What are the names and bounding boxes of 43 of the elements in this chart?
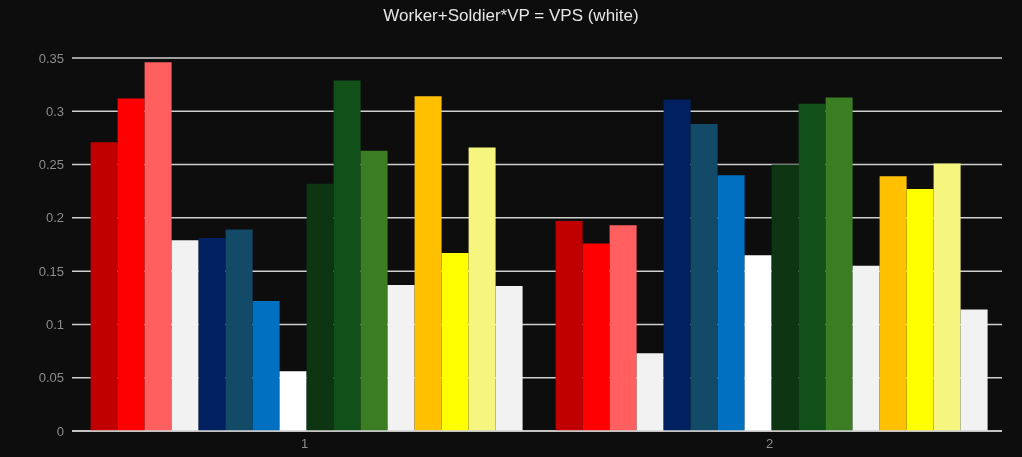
bar xyxy=(771,164,799,431)
bar xyxy=(495,286,523,431)
bar xyxy=(609,225,637,431)
bar xyxy=(279,371,307,431)
y-tick-label: 0 xyxy=(56,423,64,439)
bar xyxy=(717,175,745,431)
bar xyxy=(582,243,610,431)
y-tick-label: 0.25 xyxy=(38,157,64,173)
bar xyxy=(198,238,226,431)
bar xyxy=(663,99,691,431)
bar xyxy=(852,265,880,431)
x-tick-label: 1 xyxy=(300,436,309,452)
y-tick-label: 0.2 xyxy=(45,210,64,226)
bar xyxy=(414,96,442,431)
bar xyxy=(690,124,718,431)
bar xyxy=(825,97,853,431)
bar xyxy=(879,176,907,431)
y-tick-label: 0.35 xyxy=(38,50,64,66)
bar xyxy=(636,353,664,431)
y-tick-label: 0.1 xyxy=(45,317,64,333)
bar xyxy=(441,253,469,431)
bar xyxy=(960,309,988,431)
bar xyxy=(171,240,199,431)
bar xyxy=(252,300,280,431)
bar xyxy=(306,183,334,431)
bar xyxy=(555,221,583,431)
y-tick-label: 0.3 xyxy=(45,103,64,119)
bar xyxy=(90,142,118,431)
bar xyxy=(225,229,253,431)
bar xyxy=(144,62,172,431)
x-tick-label: 2 xyxy=(765,436,774,452)
bar xyxy=(333,80,361,431)
bar xyxy=(798,103,826,431)
y-tick-label: 0.15 xyxy=(38,263,64,279)
bar xyxy=(387,285,415,431)
bar xyxy=(117,98,145,431)
y-tick-label: 0.05 xyxy=(38,370,64,386)
bar xyxy=(468,147,496,431)
chart-title: Worker+Soldier*VP = VPS (white) xyxy=(382,5,640,27)
bar xyxy=(744,255,772,431)
bar xyxy=(933,163,961,431)
bar xyxy=(360,150,388,431)
bar xyxy=(906,189,934,431)
